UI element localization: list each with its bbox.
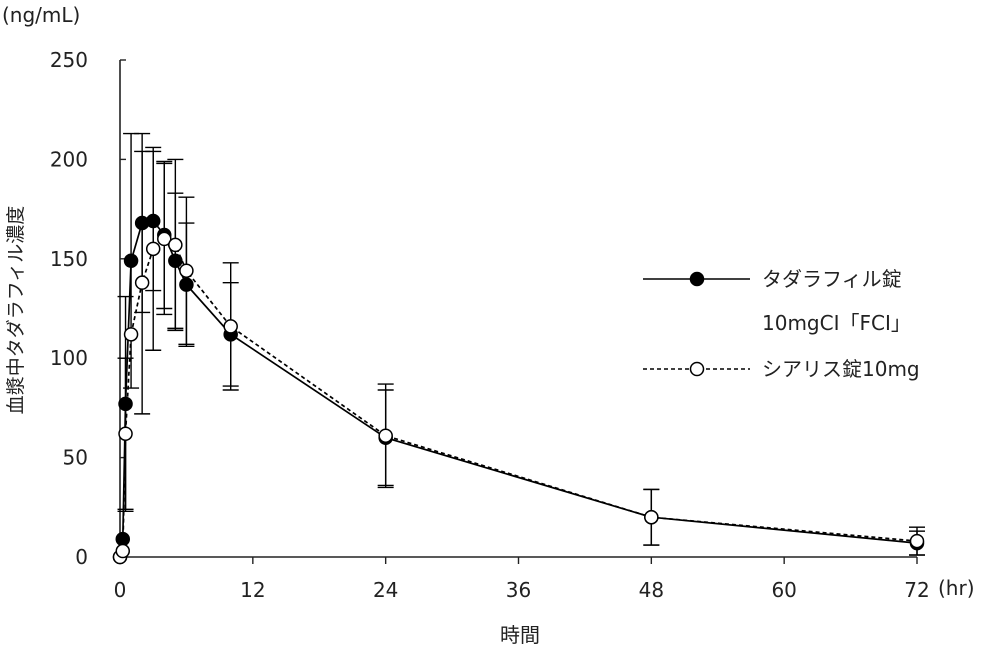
legend-label-tadalafil-line2: 10mgCI「FCI」 — [762, 311, 911, 335]
legend-marker-cialis — [689, 361, 705, 377]
data-point-tadalafil — [115, 531, 131, 547]
data-point-cialis — [134, 275, 150, 290]
data-point-tadalafil — [145, 213, 161, 229]
x-unit-label: (hr) — [938, 576, 975, 600]
data-point-cialis — [157, 231, 172, 247]
legend-label-cialis: シアリス錠10mg — [762, 357, 920, 381]
data-point-cialis — [145, 241, 161, 257]
data-point-cialis — [118, 426, 133, 441]
data-point-cialis — [123, 327, 139, 342]
y-axis-label: 血漿中タダラフィル濃度 — [5, 206, 27, 415]
y-tick-label: 150 — [50, 247, 88, 271]
x-tick-label: 12 — [240, 578, 265, 602]
y-tick-label: 100 — [50, 346, 88, 370]
data-point-tadalafil — [123, 253, 139, 269]
legend-label-tadalafil-line1: タダラフィル錠 — [762, 267, 902, 291]
data-point-cialis — [168, 237, 183, 253]
data-point-cialis — [644, 509, 659, 525]
x-tick-label: 36 — [506, 578, 531, 602]
y-tick-label: 200 — [50, 147, 88, 171]
data-point-tadalafil — [168, 253, 183, 269]
x-tick-label: 24 — [373, 578, 398, 602]
data-point-cialis — [909, 533, 925, 549]
data-point-cialis — [223, 319, 238, 334]
data-point-cialis — [179, 263, 194, 278]
y-tick-label: 0 — [75, 545, 88, 569]
x-tick-label: 0 — [114, 578, 127, 602]
y-tick-label: 250 — [50, 48, 88, 72]
legend-marker-tadalafil — [689, 271, 705, 287]
data-point-tadalafil — [179, 277, 194, 292]
data-point-cialis — [378, 428, 393, 443]
x-tick-label: 60 — [771, 578, 796, 602]
legend: タダラフィル錠 10mgCI「FCI」 シアリス錠10mg — [643, 267, 920, 381]
y-unit-label: (ng/mL) — [2, 3, 80, 27]
x-axis-label: 時間 — [500, 623, 540, 647]
data-point-tadalafil — [118, 396, 133, 412]
y-tick-label: 50 — [63, 446, 88, 470]
data-point-cialis — [115, 543, 131, 559]
x-tick-label: 72 — [904, 578, 929, 602]
x-tick-label: 48 — [639, 578, 664, 602]
